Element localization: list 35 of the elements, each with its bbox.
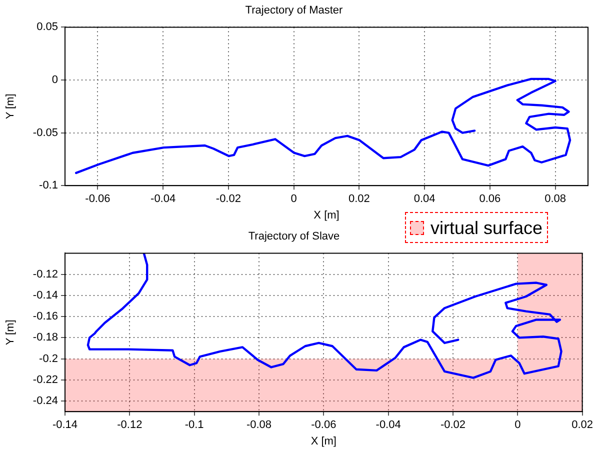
x-tick-label: 0 — [290, 193, 297, 206]
y-tick-label: -0.12 — [32, 268, 58, 280]
x-tick-label: 0.02 — [348, 193, 370, 206]
x-tick-label: 0.08 — [544, 193, 566, 206]
x-tick-label: -0.1 — [184, 419, 204, 432]
x-tick-label: -0.08 — [246, 419, 272, 432]
y-tick-label: -0.05 — [32, 126, 58, 139]
x-tick-label: -0.14 — [52, 419, 78, 432]
x-tick-label: -0.02 — [440, 419, 466, 432]
x-tick-label: -0.02 — [216, 193, 241, 206]
y-tick-label: -0.16 — [32, 310, 58, 323]
x-axis-title: X [m] — [310, 435, 336, 448]
y-tick-label: -0.14 — [32, 289, 58, 302]
x-tick-label: -0.06 — [311, 419, 336, 432]
y-tick-label: -0.2 — [39, 352, 58, 365]
x-tick-label: -0.04 — [376, 419, 401, 432]
x-tick-label: 0.04 — [414, 193, 436, 206]
y-tick-label: -0.18 — [32, 332, 58, 344]
x-tick-label: 0.02 — [572, 419, 594, 432]
y-tick-label: 0 — [52, 74, 58, 86]
x-tick-label: -0.04 — [150, 193, 176, 206]
x-tick-label: 0 — [514, 419, 521, 432]
y-axis-title: Y [m] — [4, 320, 17, 346]
y-axis-title: Y [m] — [4, 94, 17, 120]
y-tick-label: -0.22 — [32, 374, 58, 386]
x-tick-label: -0.06 — [85, 193, 110, 206]
y-tick-label: -0.1 — [39, 180, 58, 192]
legend-label: virtual surface — [430, 218, 543, 238]
x-axis-title: X [m] — [314, 209, 340, 222]
chart-title: Trajectory of Master — [245, 4, 344, 17]
x-tick-label: 0.06 — [479, 193, 501, 206]
y-tick-label: -0.24 — [32, 395, 58, 408]
chart-title: Trajectory of Slave — [248, 230, 340, 243]
x-tick-label: -0.12 — [117, 419, 142, 432]
y-tick-label: 0.05 — [36, 21, 58, 34]
